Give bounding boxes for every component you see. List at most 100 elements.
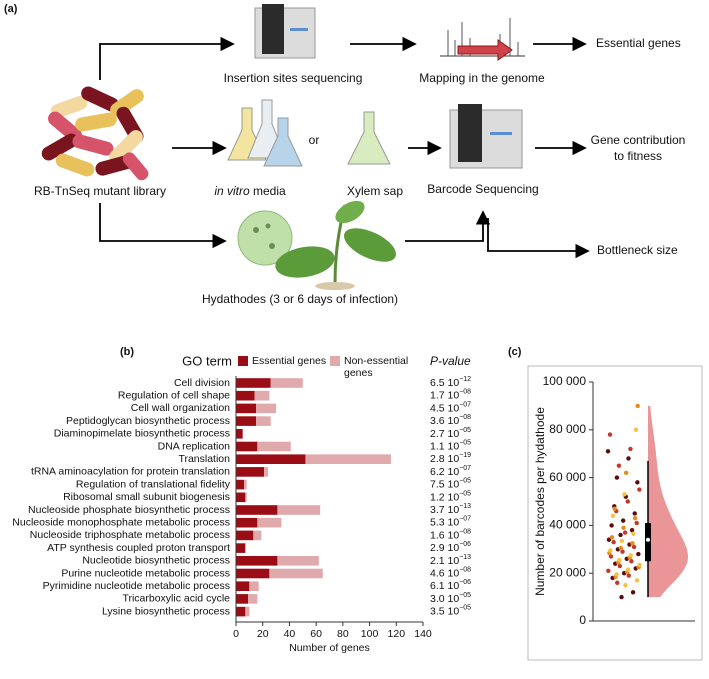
point (625, 567, 631, 572)
point (609, 523, 614, 528)
y-tick-label: 60 000 (549, 470, 586, 484)
category-label: Cell wall organization (131, 402, 230, 414)
in-vitro-label: in vitro media (214, 184, 286, 198)
p-exponent: −19 (459, 452, 471, 459)
panel-label: (c) (508, 346, 522, 358)
p-exponent: −05 (459, 592, 471, 599)
in-vitro-text: in vitro (214, 184, 250, 198)
point (615, 580, 620, 585)
category-label: Ribosomal small subunit biogenesis (63, 491, 230, 503)
bar (257, 517, 282, 528)
p-mantissa: 4.5 10 (430, 402, 459, 414)
point (614, 572, 619, 577)
point (622, 492, 627, 497)
point (618, 545, 624, 551)
p-value: 3.7 10−13 (430, 503, 471, 516)
bar (269, 568, 323, 579)
category-label: Translation (178, 453, 230, 465)
point (630, 541, 635, 546)
point (636, 551, 641, 557)
point (612, 506, 617, 511)
bar (236, 479, 245, 490)
p-value: 3.5 10−05 (430, 604, 471, 617)
p-mantissa: 6.1 10 (430, 580, 459, 592)
p-value: 1.7 10−08 (430, 389, 471, 402)
bar (244, 479, 247, 490)
p-mantissa: 6.5 10 (430, 377, 459, 389)
p-value: 2.9 10−06 (430, 541, 471, 554)
bar (236, 390, 255, 401)
p-exponent: −08 (459, 389, 471, 396)
panel-label: (b) (120, 346, 134, 358)
bar (270, 378, 303, 388)
point (631, 544, 637, 550)
point (635, 403, 640, 409)
legend-swatch (238, 356, 248, 366)
p-value: 2.8 10−19 (430, 452, 471, 465)
x-tick-label: 60 (310, 628, 322, 640)
point (625, 499, 630, 504)
p-mantissa: 3.0 10 (430, 593, 459, 605)
point (632, 516, 638, 521)
point (634, 520, 639, 526)
bar (236, 606, 246, 617)
p-mantissa: 6.2 10 (430, 466, 459, 478)
p-exponent: −13 (459, 503, 471, 510)
p-mantissa: 1.1 10 (430, 440, 459, 452)
point (626, 456, 631, 461)
x-axis-label: Number of genes (289, 642, 370, 654)
insertion-label: Insertion sites sequencing (224, 71, 363, 85)
p-mantissa: 3.5 10 (430, 605, 459, 617)
p-value: 3.0 10−05 (430, 592, 471, 605)
bar (236, 403, 257, 414)
p-exponent: −05 (459, 427, 471, 434)
panel-label: (a) (4, 3, 18, 15)
bar (236, 454, 306, 464)
point (632, 511, 637, 516)
bar (236, 568, 270, 579)
bar (236, 378, 271, 388)
violin (648, 405, 688, 598)
genome-map-icon (440, 18, 525, 61)
point (623, 470, 629, 476)
point (617, 563, 623, 569)
p-mantissa: 2.8 10 (430, 453, 459, 465)
bar (236, 429, 243, 439)
category-label: Pyrimidine nucleotide metabolic process (43, 580, 230, 592)
mapping-label: Mapping in the genome (419, 71, 545, 85)
point (607, 432, 613, 437)
point (630, 590, 636, 595)
median (646, 537, 650, 542)
legend-label: genes (344, 367, 373, 379)
library-label: RB-TnSeq mutant library (34, 184, 166, 198)
p-mantissa: 5.3 10 (430, 516, 459, 528)
category-label: Peptidoglycan biosynthetic process (66, 415, 230, 427)
p-exponent: −05 (459, 604, 471, 611)
barcode-label: Barcode Sequencing (427, 182, 538, 196)
fitness-label: Gene contribution (591, 133, 686, 147)
category-label: Nucleoside monophosphate metabolic proce… (12, 516, 230, 528)
category-label: Tricarboxylic acid cycle (122, 593, 230, 605)
x-tick-label: 40 (284, 628, 296, 640)
p-exponent: −06 (459, 579, 471, 586)
p-exponent: −08 (459, 528, 471, 535)
p-exponent: −08 (459, 566, 471, 573)
plant-icon (237, 200, 396, 290)
bar (236, 441, 258, 452)
point (622, 530, 628, 535)
y-tick-label: 100 000 (543, 374, 587, 388)
p-exponent: −07 (459, 465, 471, 472)
point (608, 548, 613, 553)
p-value: 1.1 10−05 (430, 439, 471, 452)
bar (236, 505, 278, 515)
p-exponent: −12 (459, 376, 471, 383)
bar (305, 454, 391, 464)
x-tick-label: 140 (414, 628, 432, 640)
point (611, 539, 616, 545)
point (635, 480, 640, 485)
point (606, 537, 612, 542)
p-mantissa: 7.5 10 (430, 478, 459, 490)
media-text: media (250, 184, 286, 198)
x-tick-label: 80 (337, 628, 349, 640)
p-exponent: −07 (459, 401, 471, 408)
